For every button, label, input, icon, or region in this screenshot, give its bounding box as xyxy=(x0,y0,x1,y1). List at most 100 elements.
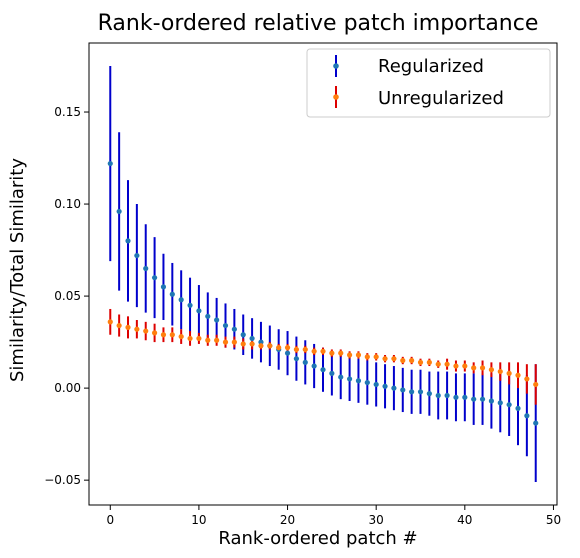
point-unregularized xyxy=(524,376,530,382)
y-tick-label: 0.00 xyxy=(54,381,81,395)
point-regularized xyxy=(143,265,149,272)
point-regularized xyxy=(222,322,229,329)
point-unregularized xyxy=(125,324,131,330)
point-regularized xyxy=(479,396,486,402)
point-unregularized xyxy=(346,352,353,358)
point-regularized xyxy=(214,317,220,323)
point-unregularized xyxy=(506,370,512,376)
point-regularized xyxy=(382,383,388,389)
point-unregularized xyxy=(515,372,521,378)
point-unregularized xyxy=(364,354,370,360)
point-unregularized xyxy=(453,363,459,369)
point-regularized xyxy=(346,376,353,382)
point-unregularized xyxy=(444,361,450,367)
legend-marker-regularized xyxy=(333,63,339,69)
point-unregularized xyxy=(320,348,326,354)
point-unregularized xyxy=(497,368,503,375)
point-unregularized xyxy=(196,335,202,342)
point-regularized xyxy=(302,359,308,365)
point-unregularized xyxy=(214,337,220,343)
y-tick-label: −0.05 xyxy=(44,473,81,487)
point-unregularized xyxy=(205,337,211,343)
y-tick-label: 0.15 xyxy=(54,105,81,119)
point-regularized xyxy=(497,400,503,406)
point-regularized xyxy=(293,356,300,362)
point-regularized xyxy=(196,308,202,314)
point-unregularized xyxy=(471,365,477,371)
point-regularized xyxy=(178,297,184,303)
legend-label-unregularized: Unregularized xyxy=(378,88,504,109)
point-regularized xyxy=(364,379,370,386)
point-unregularized xyxy=(382,356,388,362)
x-tick-label: 0 xyxy=(106,513,114,527)
point-regularized xyxy=(338,374,344,380)
point-regularized xyxy=(471,396,477,402)
point-regularized xyxy=(116,208,122,215)
point-unregularized xyxy=(435,361,441,367)
x-tick-label: 10 xyxy=(191,513,206,527)
point-unregularized xyxy=(302,346,308,353)
point-regularized xyxy=(169,291,175,297)
point-unregularized xyxy=(151,330,158,336)
point-unregularized xyxy=(116,322,122,329)
point-unregularized xyxy=(178,333,184,340)
point-regularized xyxy=(311,363,317,369)
point-regularized xyxy=(524,413,530,419)
legend: Regularized Unregularized xyxy=(306,48,551,118)
point-regularized xyxy=(187,302,193,308)
point-unregularized xyxy=(462,363,468,369)
point-regularized xyxy=(515,405,521,411)
point-unregularized xyxy=(240,341,246,347)
markers-layer xyxy=(107,160,539,426)
point-unregularized xyxy=(258,343,264,349)
point-regularized xyxy=(409,389,415,395)
point-regularized xyxy=(284,350,291,356)
x-tick-label: 50 xyxy=(546,513,561,527)
x-tick-label: 40 xyxy=(457,513,472,527)
point-regularized xyxy=(488,398,495,404)
point-regularized xyxy=(160,284,167,290)
point-unregularized xyxy=(400,357,406,364)
point-regularized xyxy=(240,332,246,338)
x-axis-label: Rank-ordered patch # xyxy=(218,528,417,549)
point-unregularized xyxy=(187,335,193,342)
point-unregularized xyxy=(293,346,300,353)
point-regularized xyxy=(151,275,158,281)
x-tick-label: 30 xyxy=(369,513,384,527)
y-tick-label: 0.10 xyxy=(54,197,81,211)
point-regularized xyxy=(533,420,539,426)
point-regularized xyxy=(400,387,406,393)
point-regularized xyxy=(320,367,326,373)
point-unregularized xyxy=(169,332,175,338)
point-unregularized xyxy=(231,339,237,345)
point-unregularized xyxy=(134,326,140,332)
y-axis-label: Similarity/Total Similarity xyxy=(7,158,28,382)
point-unregularized xyxy=(533,381,539,388)
point-unregularized xyxy=(391,356,397,362)
point-unregularized xyxy=(284,345,291,351)
point-regularized xyxy=(426,391,432,397)
point-unregularized xyxy=(373,354,379,360)
point-regularized xyxy=(205,313,211,319)
point-regularized xyxy=(391,385,397,391)
point-regularized xyxy=(453,394,459,400)
point-unregularized xyxy=(107,319,113,325)
plot-frame xyxy=(88,42,558,506)
point-unregularized xyxy=(249,341,255,347)
point-unregularized xyxy=(160,332,167,338)
point-regularized xyxy=(231,326,237,332)
point-unregularized xyxy=(222,339,229,345)
point-unregularized xyxy=(338,350,344,356)
point-unregularized xyxy=(355,352,362,358)
point-regularized xyxy=(134,252,140,259)
legend-marker-unregularized xyxy=(333,94,339,100)
point-unregularized xyxy=(488,367,495,373)
point-regularized xyxy=(373,381,379,388)
legend-label-regularized: Regularized xyxy=(378,56,484,77)
ticks-layer: 0 10 20 30 40 50 −0.05 0.00 0.05 0.10 0.15 xyxy=(44,105,561,527)
point-unregularized xyxy=(479,365,486,371)
point-regularized xyxy=(125,238,131,244)
point-unregularized xyxy=(143,328,149,334)
point-regularized xyxy=(417,389,424,395)
